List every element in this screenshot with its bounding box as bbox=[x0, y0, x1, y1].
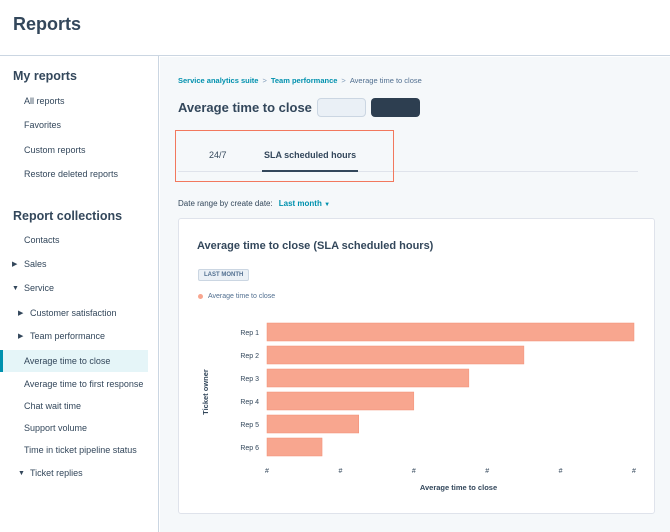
sidebar-item-label: Chat wait time bbox=[24, 401, 82, 411]
bar-rep-1 bbox=[266, 322, 635, 342]
x-tick-label: # bbox=[485, 468, 489, 475]
sidebar-item-all-reports[interactable]: All reports bbox=[0, 90, 158, 112]
date-range-filter: Date range by create date: Last month ▼ bbox=[178, 199, 330, 208]
sidebar-item-label: Support volume bbox=[24, 423, 88, 433]
sidebar-item-custom-reports[interactable]: Custom reports bbox=[0, 139, 158, 161]
x-tick-label: # bbox=[412, 468, 416, 475]
tab-24-7[interactable]: 24/7 bbox=[209, 150, 227, 160]
tab-sla-scheduled-hours[interactable]: SLA scheduled hours bbox=[264, 150, 357, 160]
y-tick-label: Rep 2 bbox=[240, 353, 259, 360]
date-range-label: Date range by create date: bbox=[178, 199, 273, 208]
y-tick-label: Rep 6 bbox=[240, 445, 259, 452]
y-tick-label: Rep 4 bbox=[240, 399, 259, 406]
sidebar-item-label: Service bbox=[24, 283, 55, 293]
chevron-right-icon: ▶ bbox=[18, 333, 24, 340]
top-bar: Reports bbox=[0, 0, 670, 56]
y-tick-label: Rep 3 bbox=[240, 376, 259, 383]
sidebar-item-favorites[interactable]: Favorites bbox=[0, 114, 158, 136]
sidebar-item-label: Custom reports bbox=[24, 145, 86, 155]
sidebar-item-label: Sales bbox=[24, 259, 47, 269]
page-title: Reports bbox=[13, 14, 82, 34]
breadcrumb: Service analytics suite > Team performan… bbox=[178, 76, 422, 85]
chevron-right-icon: > bbox=[262, 76, 267, 85]
chart-legend: Average time to close bbox=[198, 293, 275, 300]
caret-down-icon: ▼ bbox=[324, 202, 331, 208]
bar-rep-5 bbox=[266, 414, 359, 434]
report-collections-heading: Report collections bbox=[13, 209, 123, 223]
sidebar-item-label: Restore deleted reports bbox=[24, 169, 119, 179]
sidebar-item-label: All reports bbox=[24, 96, 65, 106]
bar-rep-2 bbox=[266, 345, 525, 365]
y-tick-label: Rep 1 bbox=[240, 330, 259, 337]
legend-swatch bbox=[198, 294, 203, 299]
x-tick-label: # bbox=[265, 468, 269, 475]
active-tab-indicator bbox=[262, 170, 358, 172]
x-tick-label: # bbox=[559, 468, 563, 475]
sidebar-item-label: Time in ticket pipeline status bbox=[24, 445, 137, 455]
sidebar-item-average-time-to-first-response[interactable]: Average time to first response bbox=[0, 373, 158, 395]
breadcrumb-link-team-performance[interactable]: Team performance bbox=[270, 76, 338, 85]
bar-rep-3 bbox=[266, 368, 470, 388]
main-content: Service analytics suite > Team performan… bbox=[160, 57, 670, 532]
bar-rep-6 bbox=[266, 437, 323, 457]
sidebar-item-ticket-replies[interactable]: ▼ Ticket replies bbox=[0, 462, 158, 484]
sidebar-item-customer-satisfaction[interactable]: ▶ Customer satisfaction bbox=[0, 302, 158, 324]
sidebar-item-restore-deleted[interactable]: Restore deleted reports bbox=[0, 163, 158, 185]
chevron-right-icon: > bbox=[341, 76, 346, 85]
report-card: Average time to close (SLA scheduled hou… bbox=[178, 218, 655, 514]
sidebar-item-time-in-ticket-pipeline[interactable]: Time in ticket pipeline status bbox=[0, 439, 158, 461]
sidebar-item-support-volume[interactable]: Support volume bbox=[0, 417, 158, 439]
date-range-dropdown[interactable]: Last month ▼ bbox=[279, 199, 330, 208]
sidebar-item-label: Average time to close bbox=[24, 356, 111, 366]
tabs-divider bbox=[178, 171, 638, 172]
chevron-right-icon: ▶ bbox=[18, 310, 24, 317]
sidebar-item-label: Ticket replies bbox=[30, 468, 83, 478]
sidebar-item-chat-wait-time[interactable]: Chat wait time bbox=[0, 395, 158, 417]
x-axis-label: Average time to close bbox=[420, 483, 497, 492]
sidebar: My reports All reports Favorites Custom … bbox=[0, 56, 159, 532]
chevron-right-icon: ▶ bbox=[12, 261, 18, 268]
x-tick-label: # bbox=[632, 468, 636, 475]
breadcrumb-link-analytics-suite[interactable]: Service analytics suite bbox=[178, 76, 259, 85]
sidebar-item-sales[interactable]: ▶ Sales bbox=[0, 253, 158, 275]
sidebar-item-contacts[interactable]: Contacts bbox=[0, 229, 158, 251]
report-title: Average time to close bbox=[178, 100, 312, 115]
my-reports-heading: My reports bbox=[13, 69, 77, 83]
sidebar-item-label: Contacts bbox=[24, 235, 60, 245]
y-tick-label: Rep 5 bbox=[240, 422, 259, 429]
sidebar-item-label: Favorites bbox=[24, 120, 62, 130]
primary-action-button[interactable] bbox=[371, 98, 420, 117]
sidebar-item-average-time-to-close[interactable]: Average time to close bbox=[0, 350, 148, 372]
sidebar-item-label: Customer satisfaction bbox=[30, 308, 117, 318]
chevron-down-icon: ▼ bbox=[12, 284, 19, 292]
secondary-action-button[interactable] bbox=[317, 98, 366, 117]
date-badge: LAST MONTH bbox=[198, 269, 250, 281]
date-range-value: Last month bbox=[278, 199, 322, 208]
breadcrumb-current: Average time to close bbox=[349, 76, 422, 85]
sidebar-item-label: Team performance bbox=[30, 331, 106, 341]
card-title: Average time to close (SLA scheduled hou… bbox=[197, 240, 434, 252]
sidebar-item-service[interactable]: ▼ Service bbox=[0, 277, 158, 299]
x-tick-label: # bbox=[338, 468, 342, 475]
tabs-highlight-frame bbox=[175, 130, 394, 182]
chevron-down-icon: ▼ bbox=[18, 469, 25, 477]
sidebar-item-team-performance[interactable]: ▶ Team performance bbox=[0, 325, 158, 347]
y-axis-label: Ticket owner bbox=[201, 369, 210, 415]
bar-rep-4 bbox=[266, 391, 415, 411]
bar-chart: Rep 1 Rep 2 Rep 3 Rep 4 Rep 5 Rep 6 # # # # # # Aver… bbox=[201, 322, 636, 492]
legend-label: Average time to close bbox=[208, 293, 276, 300]
sidebar-item-label: Average time to first response bbox=[24, 379, 144, 389]
